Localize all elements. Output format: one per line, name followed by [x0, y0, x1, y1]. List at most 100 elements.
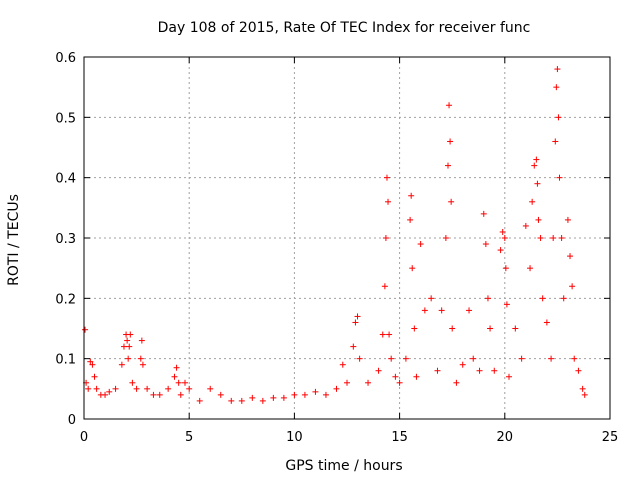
data-point [421, 307, 428, 314]
data-point [533, 156, 540, 163]
x-tick-label: 25 [602, 430, 619, 445]
data-point [579, 385, 586, 392]
data-point [522, 222, 529, 229]
data-point [518, 355, 525, 362]
data-point [396, 379, 403, 386]
axis-ticks: 0 5 10 15 20 25 0 0.1 0.2 0.3 0.4 0.5 0.6 [55, 51, 618, 445]
data-point [133, 385, 140, 392]
data-point [238, 397, 245, 404]
data-point [388, 355, 395, 362]
data-point [470, 355, 477, 362]
plot-frame [83, 56, 611, 420]
data-point [529, 198, 536, 205]
data-point [560, 295, 567, 302]
data-point [333, 385, 340, 392]
data-point [534, 180, 541, 187]
data-point [93, 385, 100, 392]
data-point [537, 235, 544, 241]
data-point [301, 391, 308, 398]
data-point [165, 385, 172, 392]
data-point [82, 326, 89, 333]
data-point [381, 283, 388, 290]
data-point [87, 358, 94, 365]
x-tick-label: 10 [286, 430, 303, 445]
y-tick-label: 0.1 [55, 353, 76, 368]
data-point [124, 337, 131, 344]
data-point [408, 192, 415, 199]
y-tick-label: 0.4 [55, 172, 76, 187]
data-point [144, 385, 151, 392]
data-point [102, 391, 109, 398]
data-point [350, 343, 357, 350]
data-point [553, 84, 560, 91]
data-point [280, 394, 287, 401]
data-point [512, 325, 519, 332]
data-point [91, 373, 98, 380]
data-point [558, 235, 565, 241]
data-point [228, 397, 235, 404]
data-point [175, 379, 182, 386]
data-point [571, 355, 578, 362]
data-point [459, 361, 466, 368]
data-point [564, 216, 571, 223]
data-point [476, 367, 483, 374]
data-point [207, 385, 214, 392]
data-point [556, 174, 563, 181]
data-point [385, 198, 392, 205]
data-point [249, 394, 256, 401]
data-point [506, 373, 513, 380]
data-point [150, 391, 157, 398]
data-point [217, 391, 224, 398]
data-point [339, 361, 346, 368]
data-point [137, 355, 144, 362]
data-point [554, 66, 561, 73]
data-point [428, 295, 435, 302]
data-point [550, 235, 557, 241]
data-point [543, 319, 550, 326]
data-point [499, 228, 506, 235]
x-tick-label: 0 [80, 430, 88, 445]
data-point [491, 367, 498, 374]
data-point [322, 391, 329, 398]
data-point [156, 391, 163, 398]
data-point [502, 265, 509, 272]
data-point [354, 313, 361, 320]
data-point [177, 391, 184, 398]
data-point [126, 343, 133, 350]
data-point [382, 235, 389, 241]
data-point [106, 388, 113, 395]
data-point [386, 331, 393, 338]
data-point [438, 307, 445, 314]
data-point [548, 355, 555, 362]
data-point [539, 295, 546, 302]
data-point [447, 138, 454, 145]
data-point [270, 394, 277, 401]
data-point [173, 364, 180, 371]
data-point [503, 301, 510, 308]
data-point [535, 216, 542, 223]
data-point [383, 174, 390, 181]
data-point [112, 385, 119, 392]
data-point [449, 325, 456, 332]
x-tick-label: 20 [497, 430, 514, 445]
x-axis-label: GPS time / hours [285, 458, 402, 474]
data-point [181, 379, 188, 386]
data-point [379, 331, 386, 338]
data-point [555, 114, 562, 121]
data-point [569, 283, 576, 290]
data-point [442, 235, 449, 241]
data-point [171, 373, 178, 380]
data-point [411, 325, 418, 332]
data-point [196, 397, 203, 404]
data-point [356, 355, 363, 362]
y-tick-label: 0.3 [55, 232, 76, 247]
y-tick-label: 0.6 [55, 51, 76, 66]
data-point [291, 391, 298, 398]
x-tick-label: 5 [185, 430, 193, 445]
data-point [139, 361, 146, 368]
data-point [138, 337, 145, 344]
data-point [312, 388, 319, 395]
data-point [89, 361, 96, 368]
data-point [352, 319, 359, 326]
